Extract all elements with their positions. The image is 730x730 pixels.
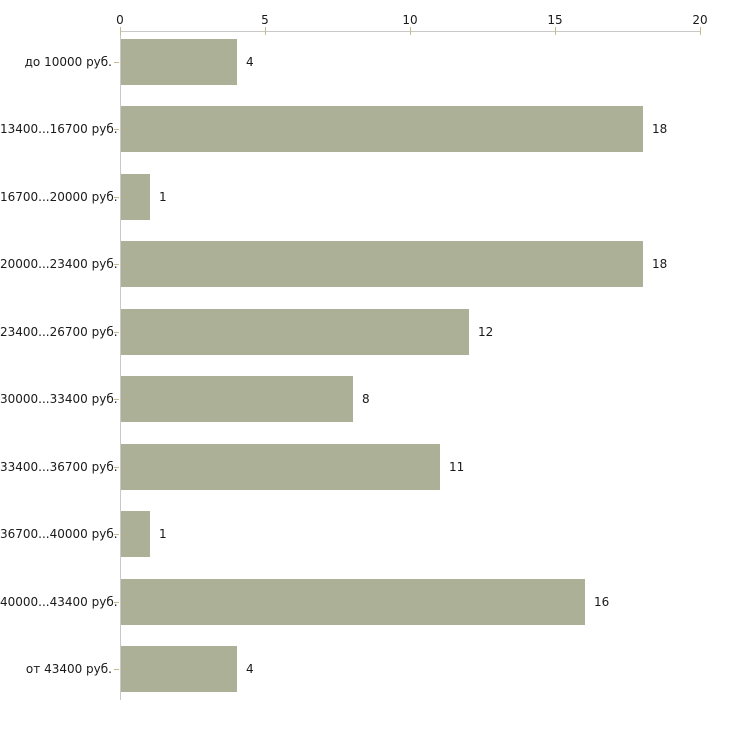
x-tick-label: 5 <box>261 13 269 27</box>
bar <box>121 579 585 625</box>
value-label: 16 <box>594 595 610 609</box>
category-tick-mark <box>114 669 119 670</box>
value-label: 11 <box>449 460 465 474</box>
category-label: 23400...26700 руб. <box>0 325 118 339</box>
bar <box>121 376 353 422</box>
value-label: 1 <box>159 190 167 204</box>
category-label: 13400...16700 руб. <box>0 122 118 136</box>
category-label: 30000...33400 руб. <box>0 392 118 406</box>
bar <box>121 511 150 557</box>
category-label: до 10000 руб. <box>24 55 112 69</box>
category-tick-mark <box>114 197 119 198</box>
category-tick-mark <box>114 602 119 603</box>
category-tick-mark <box>114 332 119 333</box>
category-tick-mark <box>114 467 119 468</box>
category-tick-mark <box>114 129 119 130</box>
value-label: 12 <box>478 325 494 339</box>
x-tick-mark <box>700 27 701 35</box>
category-label: 16700...20000 руб. <box>0 190 118 204</box>
category-label: 33400...36700 руб. <box>0 460 118 474</box>
x-tick-label: 10 <box>402 13 418 27</box>
value-label: 18 <box>652 257 668 271</box>
x-tick-mark <box>265 27 266 35</box>
value-label: 18 <box>652 122 668 136</box>
bar <box>121 646 237 692</box>
y-axis-line <box>120 31 121 700</box>
x-tick-label: 0 <box>116 13 124 27</box>
value-label: 1 <box>159 527 167 541</box>
value-label: 4 <box>246 662 254 676</box>
category-tick-mark <box>114 399 119 400</box>
bar <box>121 309 469 355</box>
x-tick-mark <box>120 27 121 35</box>
bar <box>121 39 237 85</box>
x-tick-mark <box>410 27 411 35</box>
x-tick-label: 20 <box>692 13 708 27</box>
category-label: 36700...40000 руб. <box>0 527 118 541</box>
bar <box>121 174 150 220</box>
category-label: 20000...23400 руб. <box>0 257 118 271</box>
category-tick-mark <box>114 62 119 63</box>
bar <box>121 106 643 152</box>
value-label: 8 <box>362 392 370 406</box>
category-label: 40000...43400 руб. <box>0 595 118 609</box>
value-label: 4 <box>246 55 254 69</box>
x-tick-label: 15 <box>547 13 563 27</box>
x-tick-mark <box>555 27 556 35</box>
bar <box>121 444 440 490</box>
category-tick-mark <box>114 264 119 265</box>
category-tick-mark <box>114 534 119 535</box>
category-label: от 43400 руб. <box>25 662 112 676</box>
bar <box>121 241 643 287</box>
